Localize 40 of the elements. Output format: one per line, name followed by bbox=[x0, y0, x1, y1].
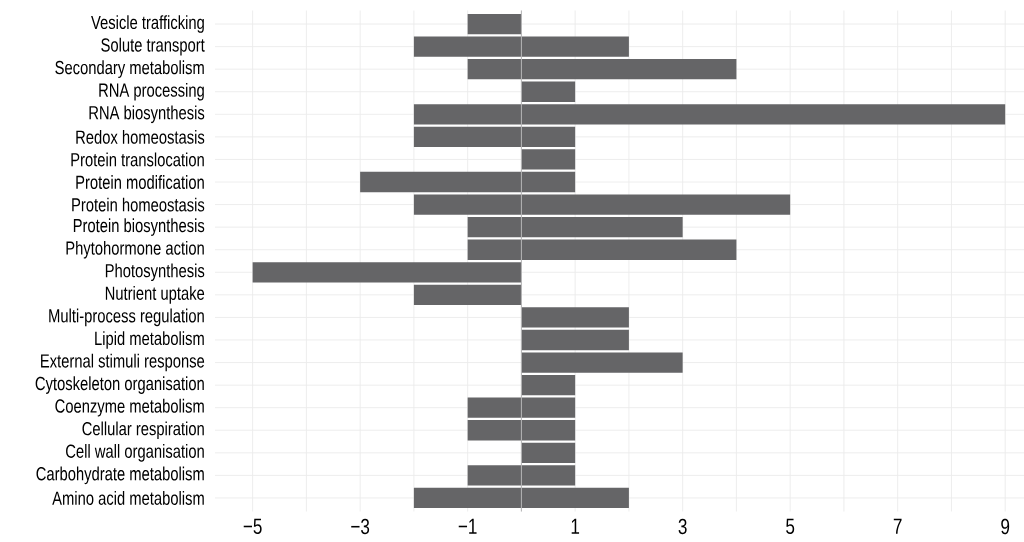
bar bbox=[521, 442, 576, 463]
x-tick-label: 1 bbox=[571, 518, 580, 534]
y-tick-label: Cell wall organisation bbox=[66, 444, 204, 462]
y-tick-label: Cellular respiration bbox=[82, 421, 204, 440]
bar bbox=[521, 329, 629, 351]
y-tick-label: External stimuli response bbox=[41, 353, 205, 372]
x-tick-label: −1 bbox=[458, 518, 477, 534]
y-tick-label: Photosynthesis bbox=[105, 263, 205, 282]
x-tick-label: 3 bbox=[678, 518, 687, 535]
x-tick-label: −3 bbox=[351, 518, 370, 535]
y-tick-label: Solute transport bbox=[101, 37, 205, 56]
y-tick-label: Vesicle trafficking bbox=[91, 15, 204, 33]
bar bbox=[521, 81, 576, 102]
x-tick-label: 9 bbox=[1001, 518, 1010, 535]
y-tick-label: Protein modification bbox=[76, 175, 204, 189]
y-tick-label: Phytohormone action bbox=[66, 240, 204, 259]
bar bbox=[521, 307, 629, 328]
y-tick-label: Protein homeostasis bbox=[72, 197, 205, 212]
y-tick-label: Secondary metabolism bbox=[55, 60, 204, 78]
bar bbox=[521, 352, 683, 373]
y-tick-label: Carbohydrate metabolism bbox=[36, 466, 204, 485]
x-tick-label: 7 bbox=[893, 518, 902, 534]
y-tick-label: Amino acid metabolism bbox=[52, 491, 204, 505]
x-tick-label: 5 bbox=[786, 518, 795, 534]
y-tick-label: Multi-process regulation bbox=[49, 308, 204, 327]
y-tick-label: Coenzyme metabolism bbox=[55, 398, 204, 417]
y-tick-label: Protein biosynthesis bbox=[73, 218, 205, 236]
y-tick-label: Redox homeostasis bbox=[76, 129, 205, 144]
bar bbox=[521, 374, 576, 396]
bar bbox=[252, 262, 522, 283]
bar bbox=[521, 149, 576, 170]
y-tick-label: RNA processing bbox=[99, 82, 204, 101]
x-tick-label: −5 bbox=[243, 518, 262, 534]
y-tick-label: Cytoskeleton organisation bbox=[35, 376, 204, 394]
y-tick-label: RNA biosynthesis bbox=[89, 105, 205, 124]
bar bbox=[467, 13, 522, 35]
y-tick-label: Lipid metabolism bbox=[95, 331, 204, 349]
y-tick-label: Nutrient uptake bbox=[105, 286, 205, 304]
bar bbox=[413, 284, 522, 306]
y-tick-label: Protein translocation bbox=[71, 152, 204, 167]
